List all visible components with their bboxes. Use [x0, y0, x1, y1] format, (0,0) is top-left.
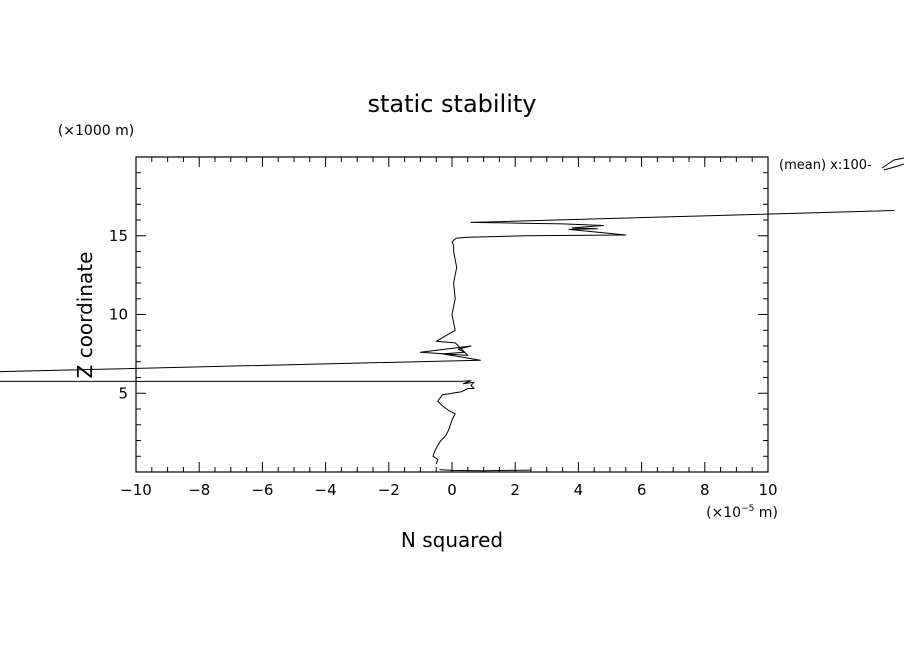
x-tick-label: −4: [315, 481, 337, 499]
y-tick-group: 5 10 15: [109, 172, 768, 457]
chart-title: static stability: [368, 90, 537, 118]
x-tick-group: −10 −8 −6 −4 −2 0 2 4 6 8 10: [120, 157, 778, 499]
x-tick-label: −10: [120, 481, 152, 499]
mean-annotation: (mean) x:100-: [779, 158, 872, 173]
x-tick-label: 0: [447, 481, 457, 499]
annotation-glyph: [881, 157, 904, 171]
x-tick-label: −2: [378, 481, 400, 499]
y-axis-unit: (×1000 m): [58, 123, 134, 139]
series-group: [0, 210, 895, 472]
x-tick-label: −8: [188, 481, 210, 499]
y-tick-label: 10: [109, 306, 128, 324]
x-axis-label: N squared: [401, 528, 503, 552]
series-line-1: [0, 210, 895, 465]
x-tick-label: 10: [758, 481, 777, 499]
x-tick-label: −6: [251, 481, 273, 499]
series-line-2: [439, 469, 532, 472]
y-axis-label: Z coordinate: [73, 252, 97, 379]
x-tick-label: 4: [574, 481, 584, 499]
x-axis-unit: (×10−5 m): [706, 504, 778, 521]
y-tick-label: 5: [118, 384, 128, 402]
y-tick-label: 15: [109, 227, 128, 245]
x-tick-label: 8: [700, 481, 710, 499]
x-tick-label: 6: [637, 481, 647, 499]
x-tick-label: 2: [510, 481, 520, 499]
